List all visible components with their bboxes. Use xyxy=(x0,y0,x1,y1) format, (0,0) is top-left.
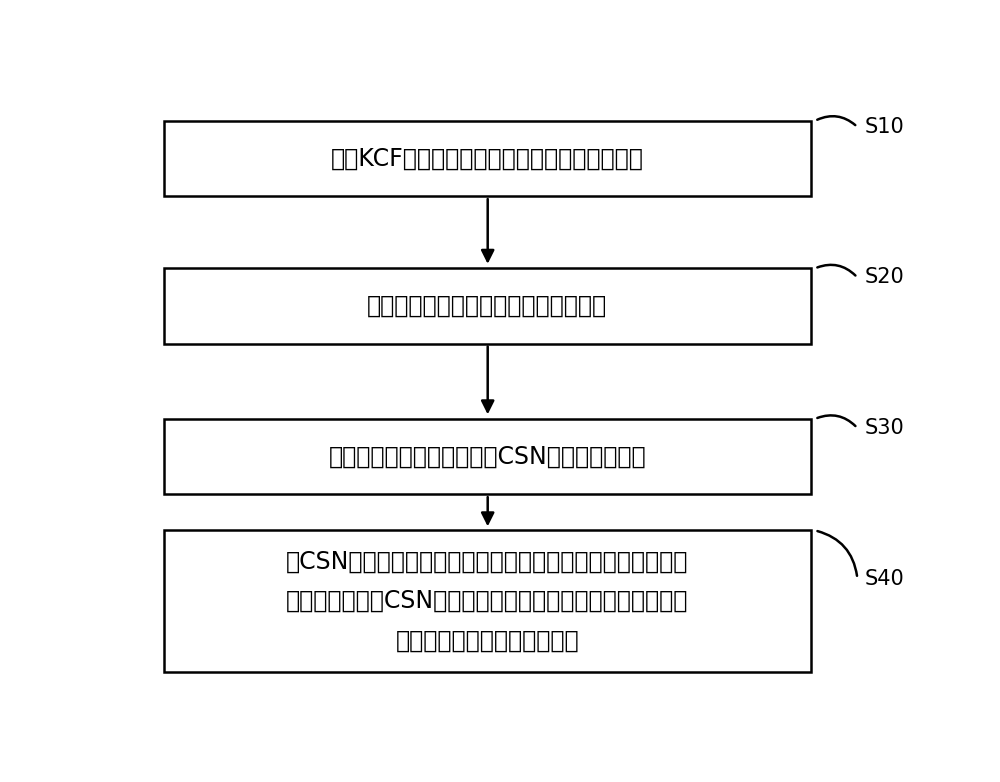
Text: S20: S20 xyxy=(865,267,905,288)
Text: 若CSN网络输出的真阳类别概率大于预设阈值，则判断该疑似
病灶为真阳，若CSN网络输出的真阳类别概率小于等于预设阈
值，则判断该疑似病灶为假阳: 若CSN网络输出的真阳类别概率大于预设阈值，则判断该疑似 病灶为真阳，若CSN网… xyxy=(286,550,688,652)
Bar xyxy=(164,268,811,344)
Bar xyxy=(164,530,811,672)
Bar xyxy=(164,419,811,494)
Bar xyxy=(164,121,811,196)
Text: 利用KCF跟踪算法对疑似病灶在视频中进行跟踪: 利用KCF跟踪算法对疑似病灶在视频中进行跟踪 xyxy=(331,146,644,170)
Text: S10: S10 xyxy=(865,117,905,137)
Text: S30: S30 xyxy=(865,418,905,438)
Text: S40: S40 xyxy=(865,569,905,589)
Text: 根据跟踪结果提取子视频并进行预处理: 根据跟踪结果提取子视频并进行预处理 xyxy=(367,294,607,318)
Text: 将预处理后的子视频输入到CSN网络中进行预测: 将预处理后的子视频输入到CSN网络中进行预测 xyxy=(328,445,646,468)
